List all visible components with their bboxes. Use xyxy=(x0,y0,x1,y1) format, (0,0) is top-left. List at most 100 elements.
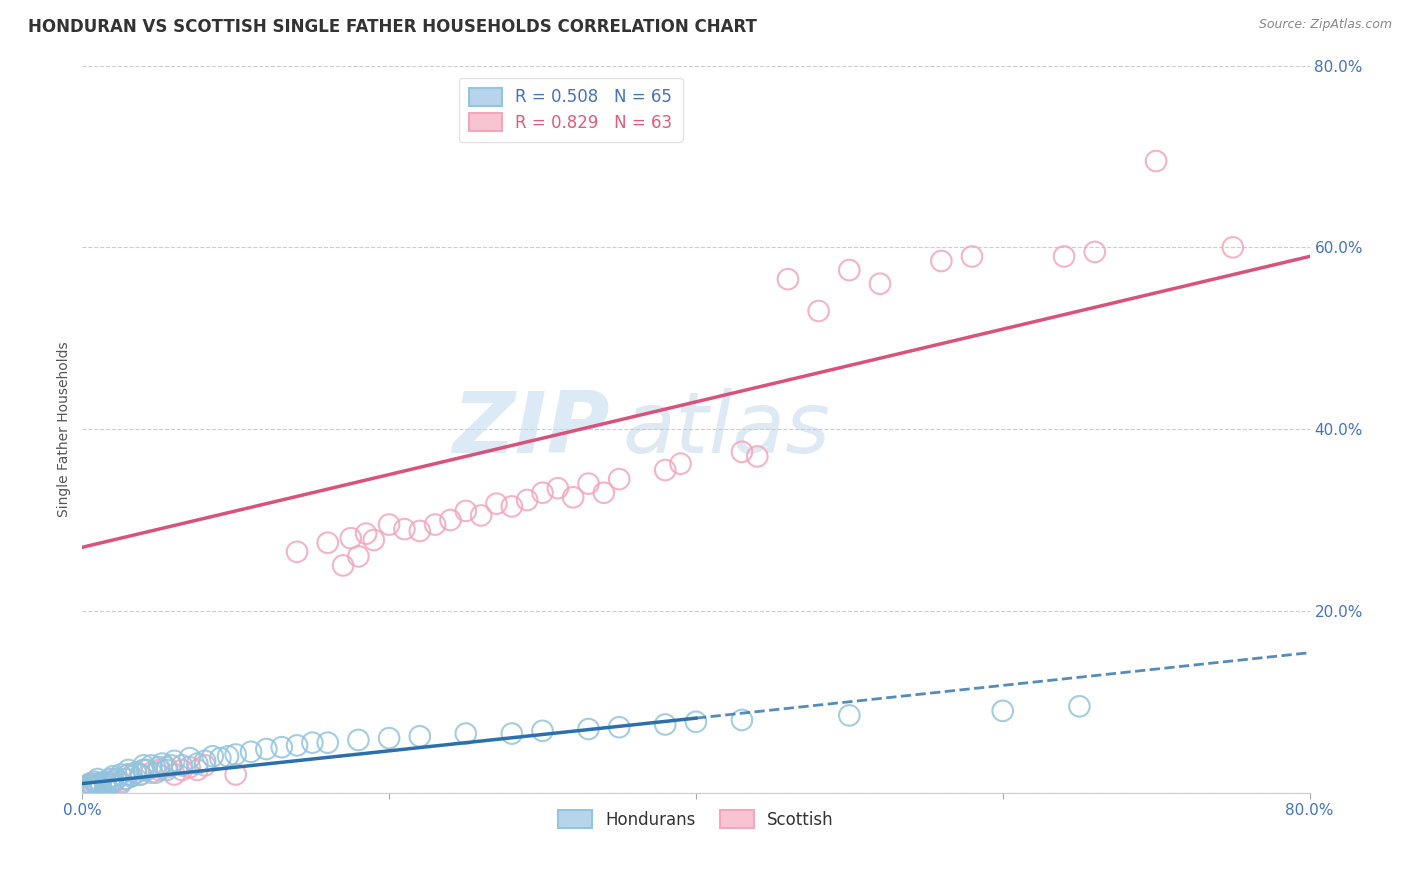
Point xyxy=(378,731,401,745)
Point xyxy=(98,776,121,790)
Point xyxy=(194,758,217,772)
Point xyxy=(79,776,101,790)
Point xyxy=(94,774,117,789)
Point xyxy=(531,723,554,738)
Point xyxy=(454,726,477,740)
Point xyxy=(83,781,105,796)
Legend: Hondurans, Scottish: Hondurans, Scottish xyxy=(551,803,841,835)
Point xyxy=(347,733,370,747)
Point xyxy=(76,778,98,792)
Point xyxy=(75,781,97,796)
Point xyxy=(607,472,630,486)
Point xyxy=(77,778,100,792)
Y-axis label: Single Father Households: Single Father Households xyxy=(58,342,72,517)
Point xyxy=(354,526,377,541)
Point xyxy=(148,760,170,774)
Point xyxy=(807,304,830,318)
Point xyxy=(254,742,277,756)
Point xyxy=(960,250,983,264)
Point xyxy=(731,713,754,727)
Text: HONDURAN VS SCOTTISH SINGLE FATHER HOUSEHOLDS CORRELATION CHART: HONDURAN VS SCOTTISH SINGLE FATHER HOUSE… xyxy=(28,18,756,36)
Point xyxy=(163,754,186,768)
Point xyxy=(991,704,1014,718)
Point xyxy=(145,765,167,780)
Point xyxy=(201,749,224,764)
Point xyxy=(501,500,523,514)
Point xyxy=(531,485,554,500)
Point xyxy=(470,508,492,523)
Point xyxy=(82,781,104,796)
Point xyxy=(98,772,121,786)
Point xyxy=(301,736,323,750)
Point xyxy=(1084,244,1107,259)
Point xyxy=(101,776,124,790)
Point xyxy=(194,754,217,768)
Point xyxy=(101,774,124,789)
Point xyxy=(120,769,142,783)
Point xyxy=(114,772,136,786)
Point xyxy=(654,463,676,477)
Point xyxy=(217,749,239,764)
Point xyxy=(86,776,108,790)
Point xyxy=(150,756,173,771)
Point xyxy=(117,763,139,777)
Point xyxy=(86,772,108,786)
Point xyxy=(685,714,707,729)
Point xyxy=(1222,240,1244,254)
Point xyxy=(1053,250,1076,264)
Point xyxy=(75,781,97,796)
Point xyxy=(120,769,142,783)
Point xyxy=(285,545,308,559)
Point xyxy=(423,517,446,532)
Point xyxy=(90,776,112,790)
Point xyxy=(485,497,508,511)
Point xyxy=(132,763,155,777)
Point xyxy=(186,756,208,771)
Point xyxy=(163,767,186,781)
Point xyxy=(516,493,538,508)
Point xyxy=(731,445,754,459)
Point xyxy=(129,767,152,781)
Point xyxy=(838,708,860,723)
Point xyxy=(132,763,155,777)
Point xyxy=(179,751,201,765)
Point xyxy=(931,254,953,268)
Point xyxy=(547,481,569,495)
Point xyxy=(578,722,600,736)
Point xyxy=(409,729,432,743)
Point xyxy=(101,769,124,783)
Point xyxy=(117,767,139,781)
Point xyxy=(80,776,103,790)
Point xyxy=(869,277,891,291)
Point xyxy=(170,763,193,777)
Point xyxy=(240,745,263,759)
Point xyxy=(339,531,361,545)
Point xyxy=(90,781,112,796)
Point xyxy=(285,739,308,753)
Point xyxy=(160,758,183,772)
Point xyxy=(156,763,179,777)
Point xyxy=(135,763,157,777)
Point xyxy=(209,751,232,765)
Point xyxy=(156,760,179,774)
Point xyxy=(94,774,117,789)
Point xyxy=(186,763,208,777)
Point xyxy=(105,772,128,786)
Point xyxy=(562,490,585,504)
Point xyxy=(179,760,201,774)
Point xyxy=(654,717,676,731)
Point xyxy=(409,524,432,538)
Text: atlas: atlas xyxy=(623,388,831,471)
Point xyxy=(378,517,401,532)
Point xyxy=(77,783,100,797)
Point xyxy=(110,767,132,781)
Point xyxy=(454,504,477,518)
Text: Source: ZipAtlas.com: Source: ZipAtlas.com xyxy=(1258,18,1392,31)
Point xyxy=(170,758,193,772)
Point xyxy=(110,776,132,790)
Point xyxy=(117,767,139,781)
Point xyxy=(592,485,614,500)
Point xyxy=(501,726,523,740)
Point xyxy=(578,476,600,491)
Point xyxy=(225,747,247,762)
